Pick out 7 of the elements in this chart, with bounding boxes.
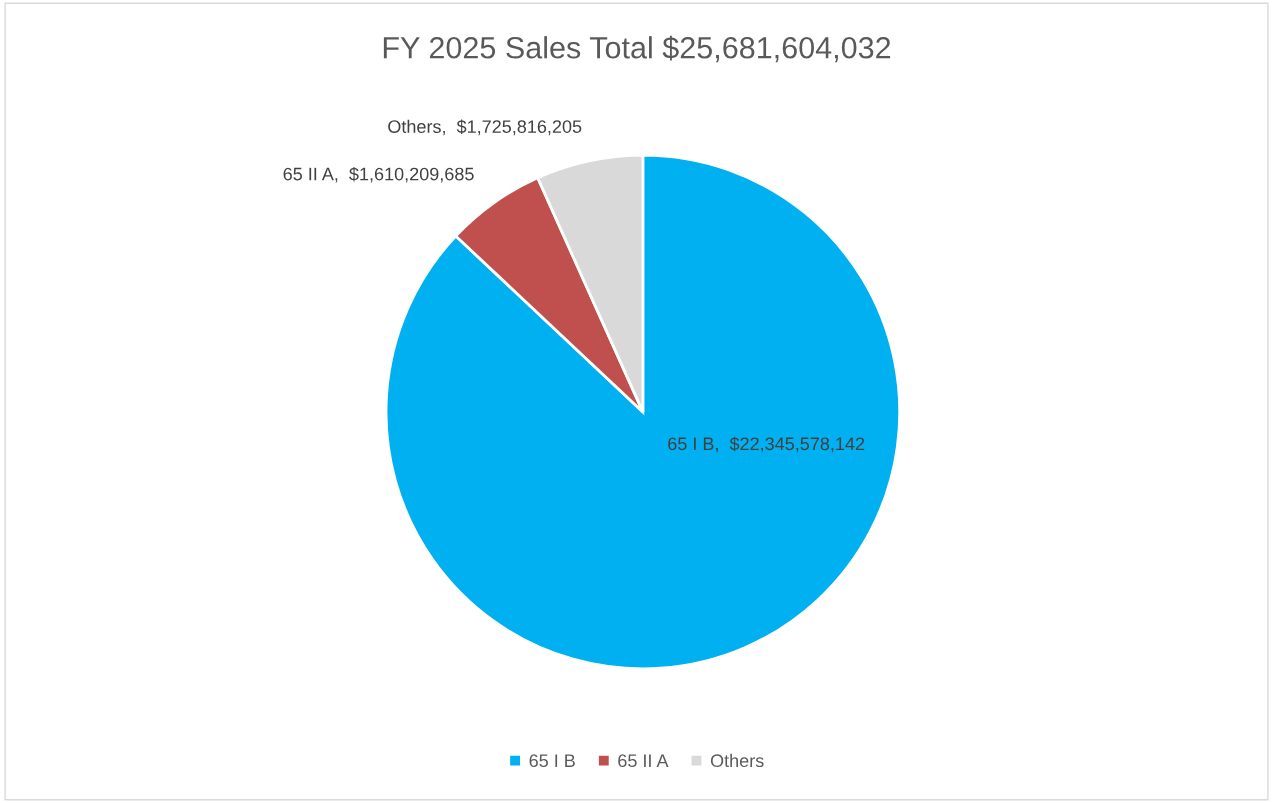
legend-label: 65 II A	[618, 754, 669, 768]
legend-label: 65 I B	[529, 754, 575, 768]
data-label: 65 II A, $1,610,209,685	[283, 166, 474, 183]
chart-title: FY 2025 Sales Total $25,681,604,032	[383, 35, 891, 63]
legend-label: Others	[710, 753, 764, 768]
data-label: 65 I B, $22,345,578,142	[668, 436, 865, 453]
data-label: Others, $1,725,816,205	[388, 119, 582, 136]
